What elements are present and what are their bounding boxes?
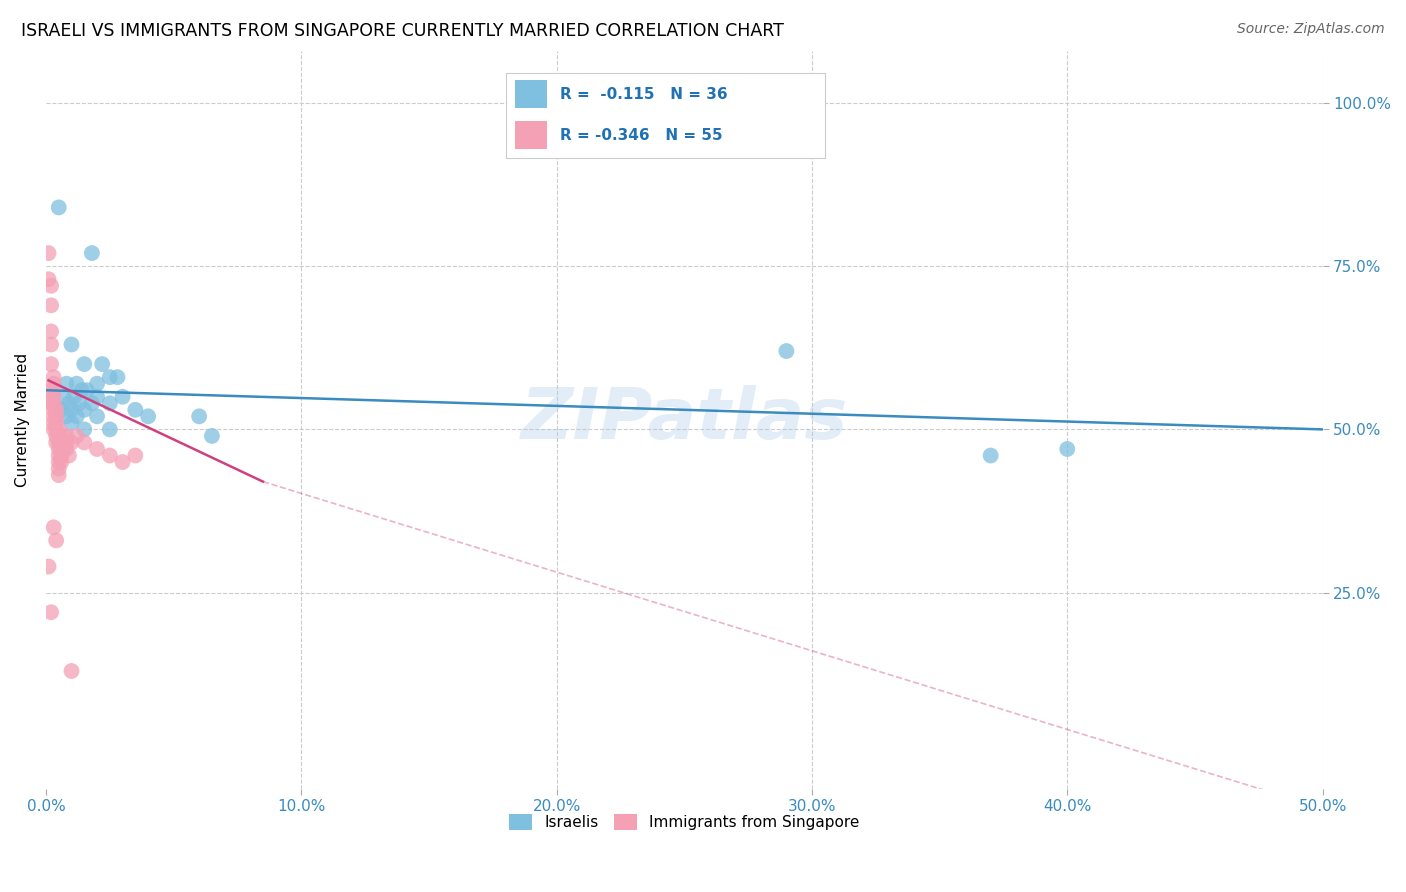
Point: [73, 357, 96, 371]
Point: [51, 402, 73, 417]
Point: [63, 390, 86, 404]
Point: [98, 449, 121, 463]
Point: [52, 442, 75, 456]
Point: [48, 455, 70, 469]
Point: [86, 409, 108, 424]
Point: [45, 435, 67, 450]
Point: [55, 429, 77, 443]
Point: [42, 422, 65, 436]
Point: [55, 409, 77, 424]
Point: [48, 442, 70, 456]
Point: [73, 435, 96, 450]
Text: ISRAELI VS IMMIGRANTS FROM SINGAPORE CURRENTLY MARRIED CORRELATION CHART: ISRAELI VS IMMIGRANTS FROM SINGAPORE CUR…: [21, 22, 785, 40]
Point: [73, 402, 96, 417]
Point: [86, 376, 108, 391]
Point: [48, 461, 70, 475]
Point: [111, 390, 134, 404]
Point: [80, 246, 103, 260]
Point: [42, 396, 65, 410]
Point: [124, 402, 146, 417]
Point: [45, 416, 67, 430]
Point: [45, 422, 67, 436]
Point: [67, 396, 90, 410]
Point: [42, 370, 65, 384]
Point: [201, 429, 224, 443]
Point: [91, 357, 114, 371]
Point: [98, 370, 121, 384]
Point: [60, 435, 83, 450]
Point: [55, 435, 77, 450]
Point: [42, 416, 65, 430]
Point: [188, 409, 211, 424]
Point: [42, 402, 65, 417]
Y-axis label: Currently Married: Currently Married: [15, 352, 30, 487]
Point: [60, 664, 83, 678]
Point: [775, 344, 797, 359]
Point: [980, 449, 1002, 463]
Point: [76, 383, 98, 397]
Point: [60, 402, 83, 417]
Point: [98, 396, 121, 410]
Point: [39, 383, 62, 397]
Point: [39, 357, 62, 371]
Point: [80, 396, 103, 410]
Text: ZIPatlas: ZIPatlas: [520, 385, 848, 454]
Point: [39, 325, 62, 339]
Point: [51, 449, 73, 463]
Point: [73, 422, 96, 436]
Point: [45, 429, 67, 443]
Point: [48, 201, 70, 215]
Point: [39, 337, 62, 351]
Point: [65, 429, 87, 443]
Point: [70, 383, 93, 397]
Point: [51, 435, 73, 450]
Point: [39, 605, 62, 619]
Point: [42, 376, 65, 391]
Point: [51, 442, 73, 456]
Point: [65, 376, 87, 391]
Point: [45, 402, 67, 417]
Point: [86, 442, 108, 456]
Point: [42, 409, 65, 424]
Point: [45, 409, 67, 424]
Point: [52, 435, 75, 450]
Point: [60, 337, 83, 351]
Point: [48, 422, 70, 436]
Point: [58, 449, 80, 463]
Point: [55, 376, 77, 391]
Point: [42, 383, 65, 397]
Point: [124, 449, 146, 463]
Point: [136, 409, 159, 424]
Point: [52, 390, 75, 404]
Point: [1056, 442, 1078, 456]
Point: [39, 396, 62, 410]
Point: [107, 370, 129, 384]
Point: [45, 533, 67, 548]
Point: [42, 390, 65, 404]
Point: [98, 422, 121, 436]
Legend: Israelis, Immigrants from Singapore: Israelis, Immigrants from Singapore: [503, 808, 866, 836]
Point: [48, 468, 70, 483]
Point: [111, 455, 134, 469]
Point: [38, 272, 60, 286]
Point: [39, 278, 62, 293]
Point: [60, 416, 83, 430]
Point: [48, 449, 70, 463]
Point: [51, 455, 73, 469]
Point: [48, 429, 70, 443]
Point: [55, 442, 77, 456]
Text: Source: ZipAtlas.com: Source: ZipAtlas.com: [1237, 22, 1385, 37]
Point: [39, 298, 62, 312]
Point: [65, 409, 87, 424]
Point: [38, 246, 60, 260]
Point: [48, 435, 70, 450]
Point: [86, 390, 108, 404]
Point: [42, 520, 65, 534]
Point: [38, 559, 60, 574]
Point: [52, 429, 75, 443]
Point: [58, 396, 80, 410]
